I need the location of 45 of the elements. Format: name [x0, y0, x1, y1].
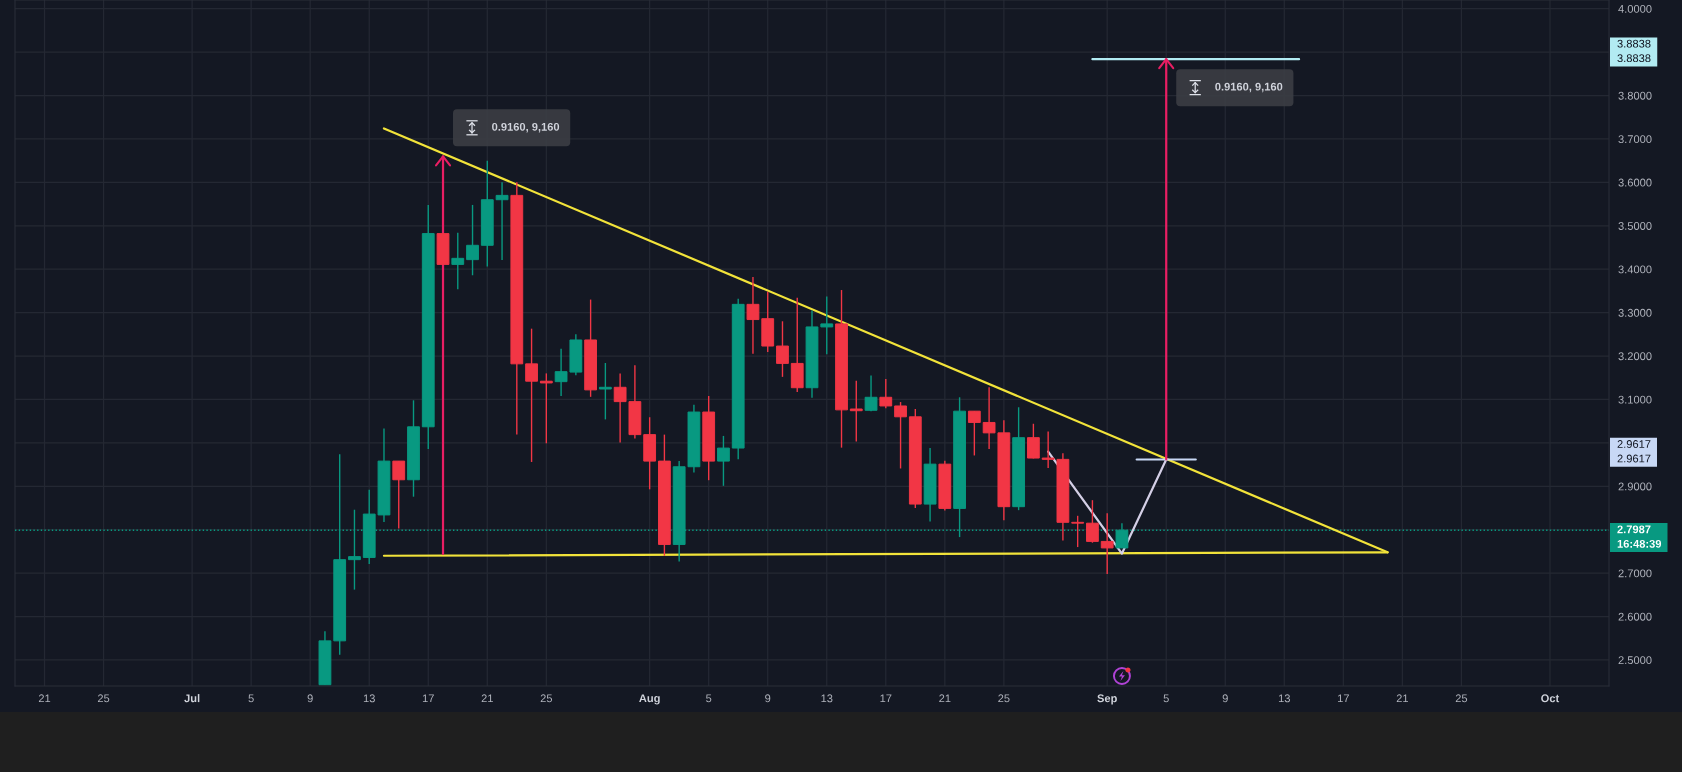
- y-tick-label: 3.2000: [1618, 352, 1652, 361]
- x-tick-label: 21: [1396, 694, 1409, 703]
- x-tick-label: 9: [1222, 694, 1228, 703]
- text: 2.9617: [1617, 440, 1651, 448]
- text: 3.8838: [1617, 39, 1651, 48]
- x-tick-label: 13: [1278, 694, 1290, 703]
- y-tick-label: 2.5000: [1618, 656, 1652, 665]
- x-tick-label: 13: [821, 694, 833, 703]
- y-tick-label: 2.6000: [1618, 612, 1652, 621]
- x-tick-label: 25: [998, 694, 1010, 703]
- text: 2.9617: [1617, 454, 1651, 463]
- x-tick-label: 9: [765, 694, 771, 703]
- x-tick-label: 9: [307, 694, 313, 703]
- x-tick-label: 21: [38, 694, 51, 703]
- x-tick-label: 5: [1163, 694, 1169, 703]
- x-tick-label: 17: [880, 694, 892, 703]
- x-tick-label: Oct: [1541, 694, 1560, 703]
- y-tick-label: 3.7000: [1618, 135, 1652, 144]
- x-tick-label: 5: [706, 694, 712, 703]
- y-tick-label: 3.5000: [1618, 222, 1652, 230]
- x-tick-label: 25: [97, 694, 110, 703]
- x-tick-label: 21: [939, 694, 951, 703]
- x-tick-label: 25: [540, 694, 553, 703]
- y-tick-label: 2.9000: [1618, 482, 1652, 491]
- x-tick-label: 13: [363, 694, 375, 703]
- x-tick-label: Sep: [1097, 694, 1117, 705]
- y-tick-label: 3.4000: [1618, 265, 1652, 274]
- x-tick-label: Jul: [184, 694, 200, 703]
- y-tick-label: 2.7000: [1618, 569, 1652, 578]
- x-tick-label: 17: [422, 694, 434, 703]
- text: 3.8838: [1617, 54, 1651, 63]
- annotation: 0.9160, 9,160: [492, 122, 560, 133]
- y-tick-label: 4.0000: [1618, 4, 1652, 13]
- x-tick-label: 21: [481, 694, 493, 703]
- x-tick-label: 17: [1338, 694, 1349, 703]
- y-tick-label: 3.1000: [1618, 395, 1652, 404]
- text: 16:48:39: [1617, 539, 1662, 548]
- ref-line-label: 2.7987: [1617, 525, 1651, 534]
- y-tick-label: 3.3000: [1618, 308, 1652, 317]
- x-tick-label: Aug: [639, 694, 660, 705]
- y-tick-label: 3.8000: [1618, 91, 1652, 100]
- y-tick-label: 3.6000: [1618, 178, 1652, 187]
- annotation: 0.9160, 9,160: [1215, 82, 1283, 93]
- x-tick-label: 25: [1455, 694, 1468, 703]
- x-tick-label: 5: [248, 694, 254, 703]
